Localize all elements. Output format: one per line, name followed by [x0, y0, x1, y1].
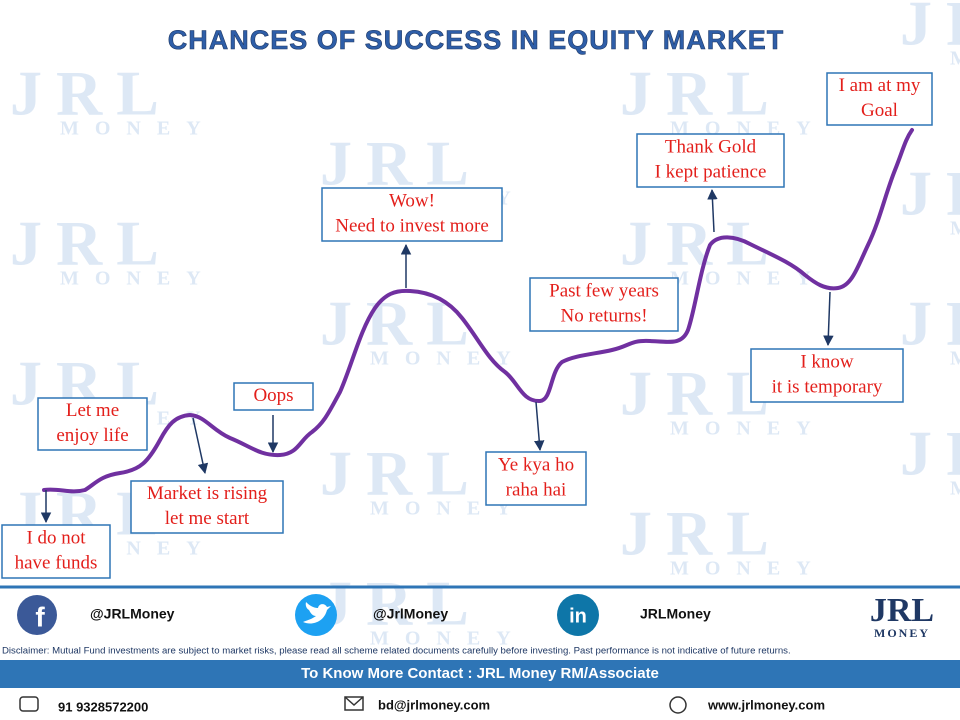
- arrow: [707, 188, 718, 233]
- annotation-text: it is temporary: [772, 376, 883, 397]
- journey-curve: [42, 128, 914, 494]
- watermark-sub: MONEY: [370, 498, 527, 520]
- annotation-box: [485, 451, 587, 506]
- annotation-text: Market is rising: [147, 483, 268, 504]
- email-icon-flap: [344, 696, 364, 707]
- annotation-text: No returns!: [560, 305, 647, 326]
- annotation-box: [321, 187, 503, 242]
- annotation-box: [37, 397, 148, 451]
- watermark: JRL: [320, 438, 483, 509]
- website: www.jrlmoney.com: [707, 697, 825, 712]
- email-icon: [344, 696, 364, 711]
- watermark-sub: MONEY: [950, 348, 960, 370]
- annotation-box: [233, 382, 314, 411]
- watermark-sub: MONEY: [950, 218, 960, 240]
- watermark: JRL: [900, 0, 960, 59]
- annotation-text: enjoy life: [56, 425, 128, 446]
- facebook-icon: [17, 595, 57, 635]
- annotation-text: I know: [800, 351, 854, 372]
- annotation-text: I do not: [26, 527, 86, 548]
- annotation-text: Ye kya ho: [498, 454, 574, 475]
- watermark: JRL: [320, 568, 483, 639]
- watermark: JRL: [620, 358, 783, 429]
- phone: 91 9328572200: [58, 699, 148, 714]
- watermark: JRL: [900, 418, 960, 489]
- contact-text: To Know More Contact : JRL Money RM/Asso…: [301, 665, 659, 682]
- disclaimer: Disclaimer: Mutual Fund investments are …: [2, 646, 791, 657]
- title: CHANCES OF SUCCESS IN EQUITY MARKET: [168, 25, 785, 55]
- watermark-sub: MONEY: [950, 478, 960, 500]
- annotation-text: Thank Gold: [665, 136, 757, 157]
- annotation-text: raha hai: [506, 479, 567, 500]
- annotation-box: [636, 133, 785, 188]
- web-icon: [669, 696, 687, 714]
- watermark-sub: MONEY: [670, 558, 827, 580]
- annotation-text: Need to invest more: [335, 215, 489, 236]
- watermark-sub: MONEY: [60, 268, 217, 290]
- watermark-sub: MONEY: [670, 418, 827, 440]
- arrow: [823, 291, 834, 347]
- social-handle: @JRLMoney: [90, 606, 175, 622]
- phone-icon: [19, 696, 39, 712]
- watermark: JRL: [320, 128, 483, 199]
- annotation-text: Wow!: [389, 190, 435, 211]
- linkedin-icon: [557, 594, 599, 636]
- annotation-text: Goal: [861, 100, 898, 121]
- contact-banner: [0, 660, 960, 688]
- annotation-text: let me start: [165, 508, 250, 529]
- watermark: JRL: [900, 158, 960, 229]
- social-handle: JRLMoney: [640, 606, 711, 622]
- watermark-sub: MONEY: [950, 48, 960, 70]
- annotation-box: [529, 277, 679, 332]
- arrow: [192, 417, 209, 475]
- watermark-sub: MONEY: [60, 118, 217, 140]
- watermark-sub: MONEY: [670, 268, 827, 290]
- watermark-sub: MONEY: [370, 628, 527, 650]
- social-handle: @JrlMoney: [373, 606, 448, 622]
- facebook-glyph: f: [35, 601, 45, 632]
- linkedin-glyph: in: [569, 605, 587, 627]
- watermark: JRL: [620, 498, 783, 569]
- watermark: JRL: [10, 58, 173, 129]
- annotation-text: Past few years: [549, 280, 659, 301]
- logo-sub: MONEY: [874, 626, 930, 640]
- annotation-text: I kept patience: [655, 161, 767, 182]
- annotation-text: Let me: [66, 400, 119, 421]
- watermark: JRL: [900, 288, 960, 359]
- logo-name: JRL: [870, 592, 934, 629]
- annotation-text: I am at my: [839, 75, 921, 96]
- arrow: [533, 401, 545, 452]
- email: bd@jrlmoney.com: [378, 697, 490, 712]
- annotation-box: [1, 524, 111, 579]
- watermark: JRL: [620, 58, 783, 129]
- annotation-box: [130, 480, 284, 534]
- twitter-glyph: [303, 602, 331, 624]
- annotation-box: [750, 348, 904, 403]
- annotation-box: [826, 72, 933, 126]
- annotation-text: Oops: [253, 385, 293, 406]
- watermark-sub: MONEY: [370, 348, 527, 370]
- annotation-text: have funds: [15, 552, 98, 573]
- watermark: JRL: [10, 208, 173, 279]
